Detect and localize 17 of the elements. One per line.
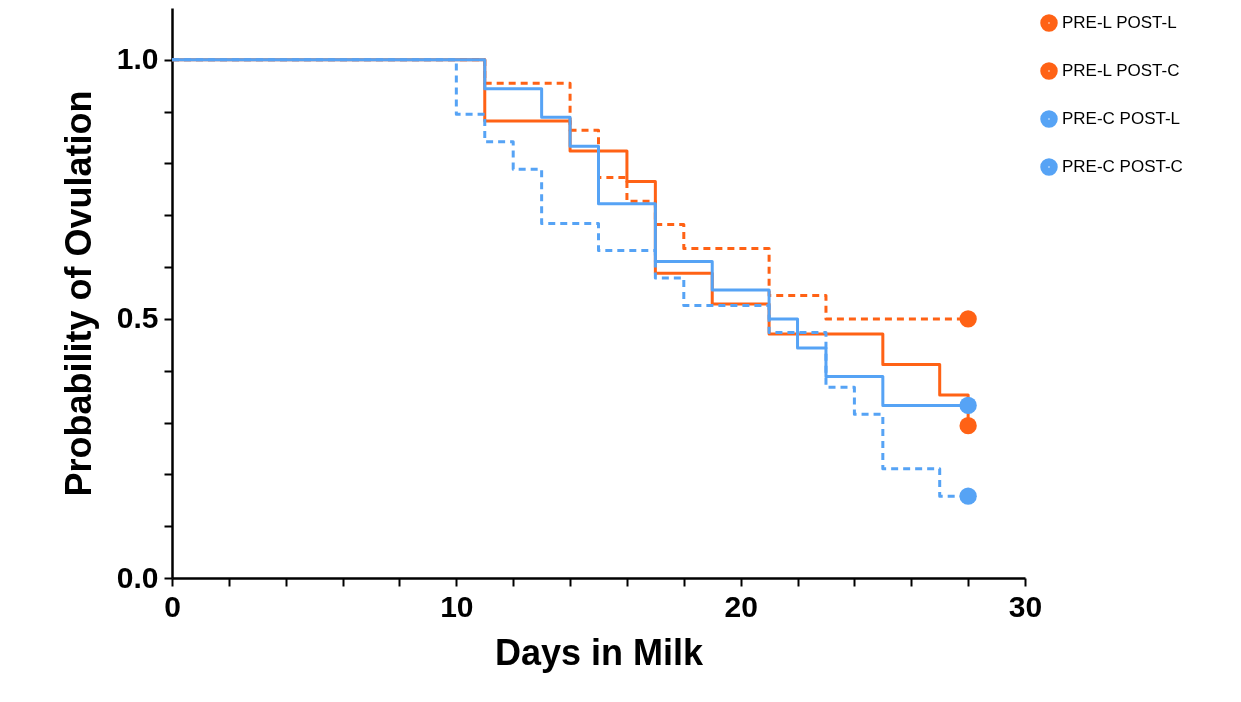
legend-label: PRE-C POST-L	[1062, 109, 1181, 128]
point	[959, 310, 977, 328]
point	[959, 487, 977, 505]
point	[959, 396, 977, 415]
x-tick-label: 20	[724, 589, 758, 623]
legend-label: PRE-L POST-L	[1062, 13, 1177, 32]
x-tick-label: 0	[164, 589, 181, 623]
y-tick-label: 0.5	[116, 301, 159, 335]
x-tick-label: 10	[440, 589, 474, 623]
y-axis-title: Probability of Ovulation	[57, 90, 99, 497]
x-tick-label: 30	[1008, 589, 1043, 623]
y-tick-label: 0.0	[116, 560, 159, 594]
x-axis-title: Days in Milk	[494, 631, 705, 673]
point	[959, 417, 977, 435]
legend-label: PRE-C POST-C	[1062, 157, 1183, 176]
y-tick-label: 1.0	[116, 42, 159, 76]
legend-label: PRE-L POST-C	[1062, 61, 1180, 80]
